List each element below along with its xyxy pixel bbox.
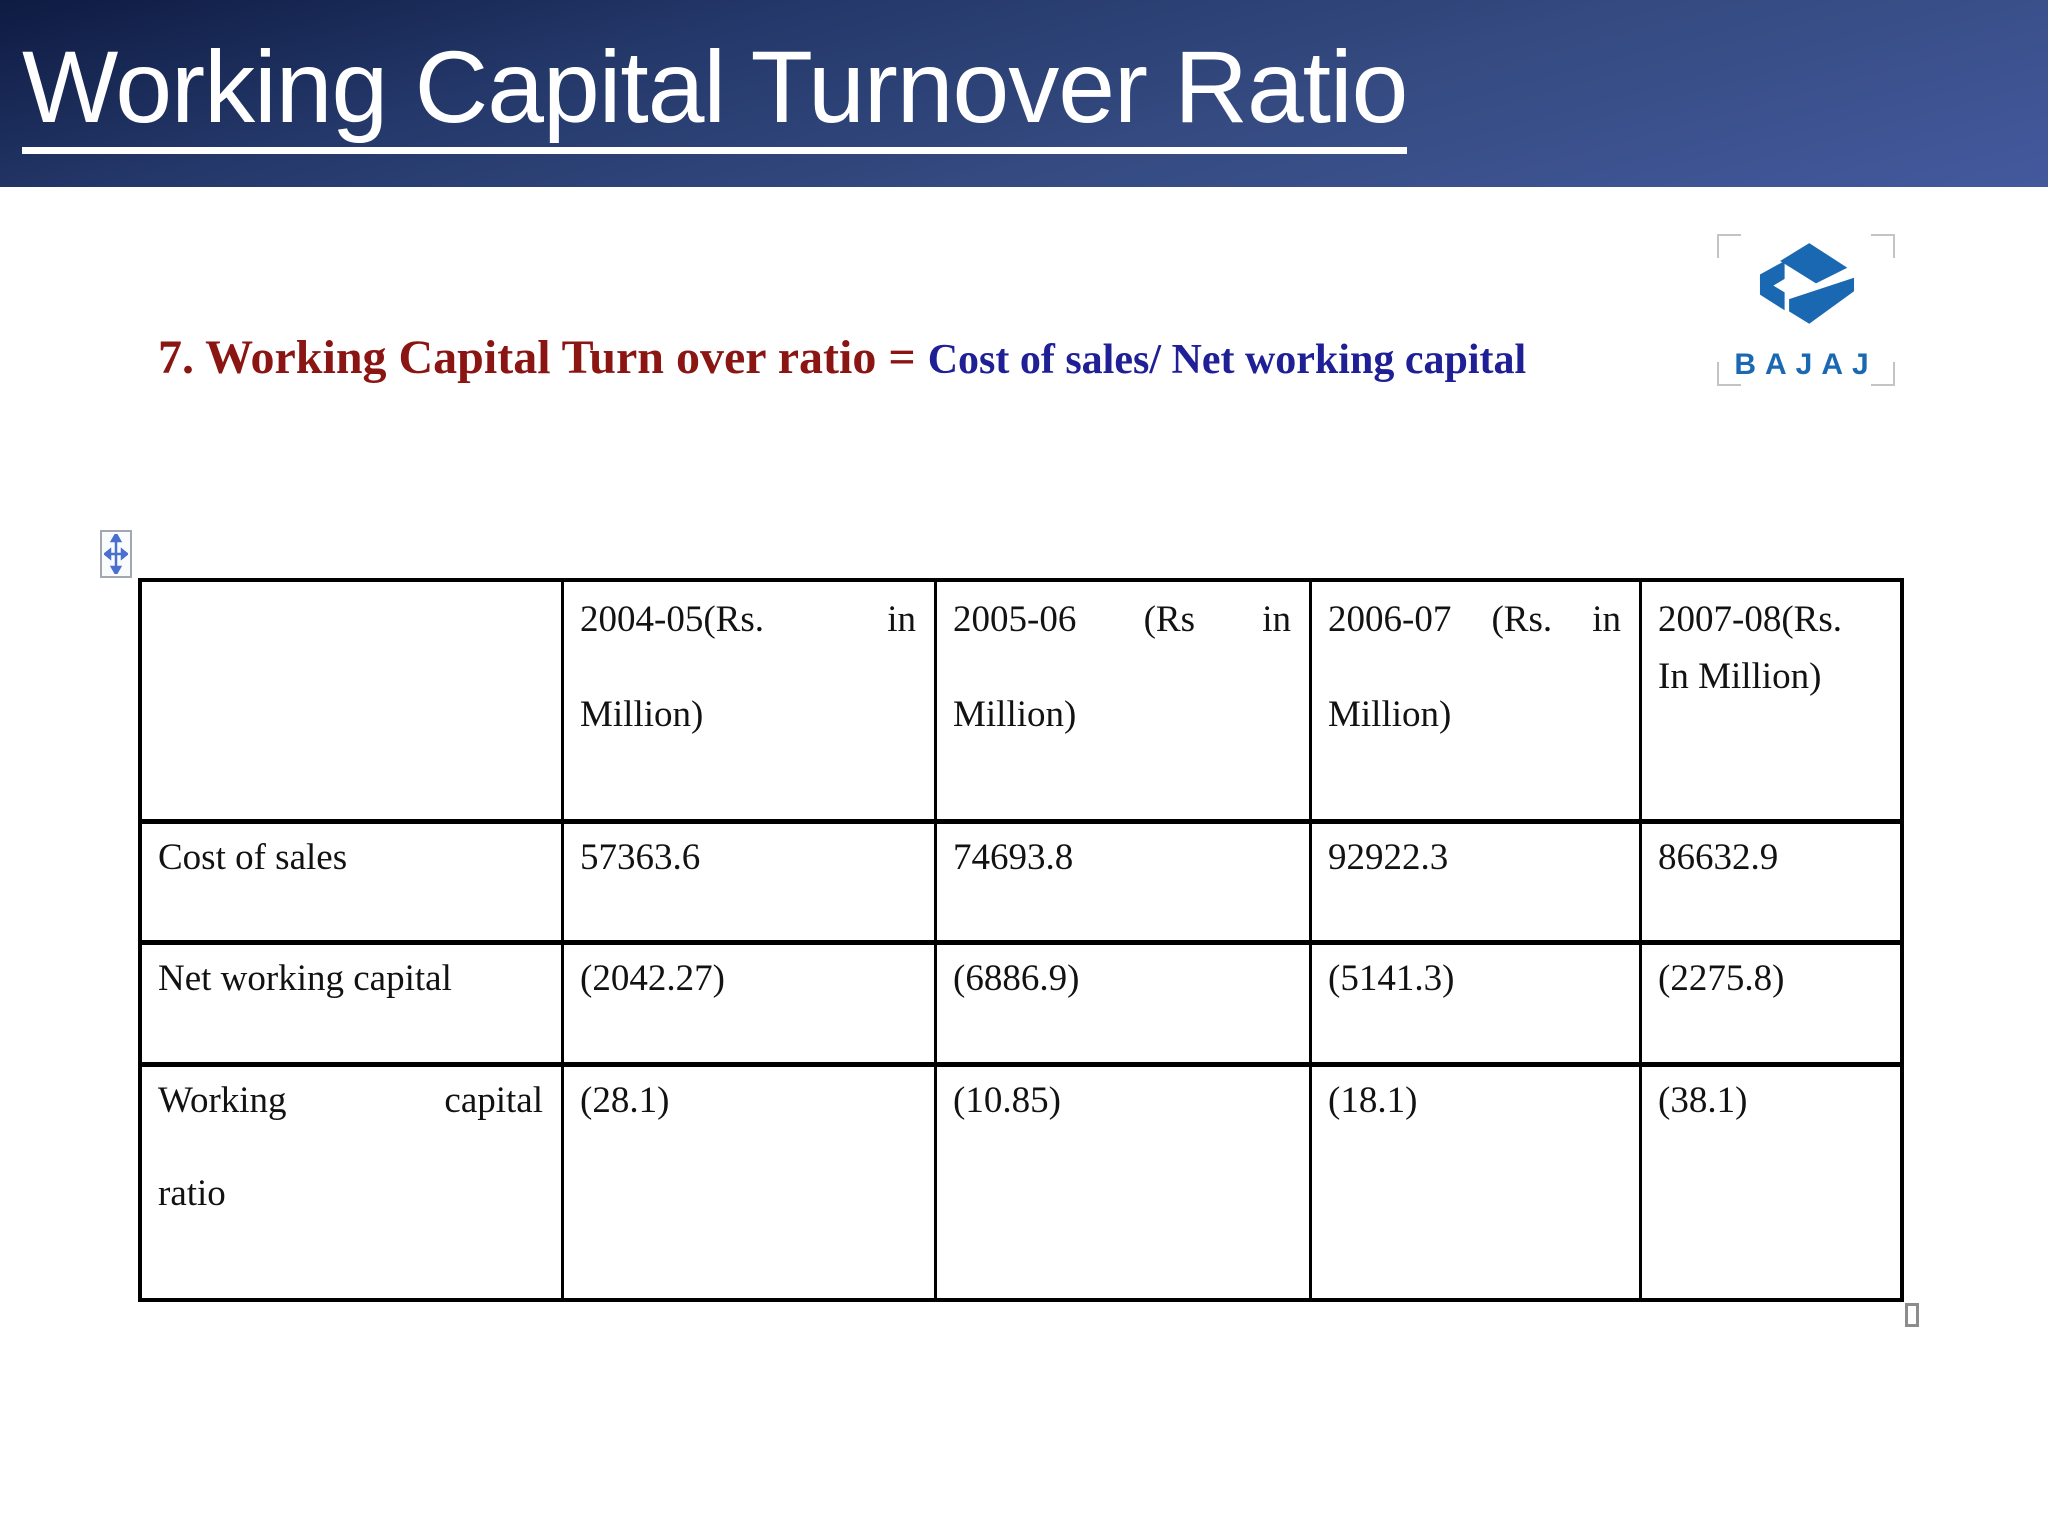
- formula-line: 7. Working Capital Turn over ratio = Cos…: [158, 330, 1526, 385]
- cell-wcr-2005[interactable]: (10.85): [937, 1067, 1312, 1298]
- header-cell-2005-06[interactable]: 2005-06 (Rs in Million): [937, 582, 1312, 824]
- move-icon: [104, 534, 128, 574]
- cell-nwc-2005[interactable]: (6886.9): [937, 945, 1312, 1067]
- cell-cost-of-sales-2006[interactable]: 92922.3: [1312, 824, 1642, 945]
- row-label-cost-of-sales[interactable]: Cost of sales: [142, 824, 564, 945]
- header-text: Million): [580, 694, 704, 735]
- label-text: ratio: [158, 1173, 226, 1214]
- header-text: In Million): [1658, 656, 1822, 697]
- label-text: capital: [444, 1080, 543, 1121]
- label-text: Working: [158, 1080, 287, 1121]
- header-text: Million): [953, 694, 1077, 735]
- header-text: 2004-05(Rs.: [580, 599, 764, 640]
- header-text: Million): [1328, 694, 1452, 735]
- bajaj-logo: BAJAJ: [1717, 234, 1895, 386]
- header-cell-2004-05[interactable]: 2004-05(Rs. in Million): [564, 582, 937, 824]
- header-cell-blank[interactable]: [142, 582, 564, 824]
- bajaj-flying-b-icon: [1759, 243, 1855, 324]
- header-text: 2005-06: [953, 599, 1077, 640]
- header-text: 2006-07: [1328, 599, 1452, 640]
- cell-nwc-2007[interactable]: (2275.8): [1642, 945, 1900, 1067]
- table-resize-handle[interactable]: [1905, 1303, 1919, 1327]
- formula-red-part: 7. Working Capital Turn over ratio =: [158, 331, 928, 384]
- logo-frame-corner: [1871, 234, 1895, 258]
- header-cell-2006-07[interactable]: 2006-07 (Rs. in Million): [1312, 582, 1642, 824]
- cell-wcr-2007[interactable]: (38.1): [1658, 1080, 1748, 1121]
- cell-nwc-2004[interactable]: (2042.27): [564, 945, 937, 1067]
- cell-wcr-2006[interactable]: (18.1): [1312, 1067, 1642, 1298]
- header-text: 2007-08(Rs.: [1658, 599, 1842, 640]
- header-text: in: [1262, 599, 1291, 640]
- table-move-handle[interactable]: [100, 530, 132, 578]
- page-title: Working Capital Turnover Ratio: [22, 33, 1408, 155]
- header-text: (Rs.: [1491, 599, 1553, 640]
- header-cell-2007-08[interactable]: 2007-08(Rs. In Million): [1642, 582, 1900, 824]
- header-text: (Rs: [1143, 599, 1195, 640]
- cell-nwc-2006[interactable]: (5141.3): [1312, 945, 1642, 1067]
- cell-cost-of-sales-2005[interactable]: 74693.8: [937, 824, 1312, 945]
- logo-frame-corner: [1717, 234, 1741, 258]
- formula-blue-part: Cost of sales/ Net working capital: [927, 337, 1527, 383]
- slide-title-bar: Working Capital Turnover Ratio: [0, 0, 2048, 187]
- logo-frame-corner: [1717, 362, 1741, 386]
- working-capital-table: 2004-05(Rs. in Million) 2005-06 (Rs in M…: [138, 578, 1904, 1302]
- row-label-net-working-capital[interactable]: Net working capital: [142, 945, 564, 1067]
- header-text: in: [887, 599, 916, 640]
- cell-cost-of-sales-2004[interactable]: 57363.6: [564, 824, 937, 945]
- logo-frame-corner: [1871, 362, 1895, 386]
- bajaj-wordmark: BAJAJ: [1734, 348, 1878, 381]
- header-text: in: [1592, 599, 1621, 640]
- cell-cost-of-sales-2007[interactable]: 86632.9: [1642, 824, 1900, 945]
- row-label-working-capital-ratio[interactable]: Working capital ratio: [142, 1067, 564, 1298]
- cell-wcr-2004[interactable]: (28.1): [564, 1067, 937, 1298]
